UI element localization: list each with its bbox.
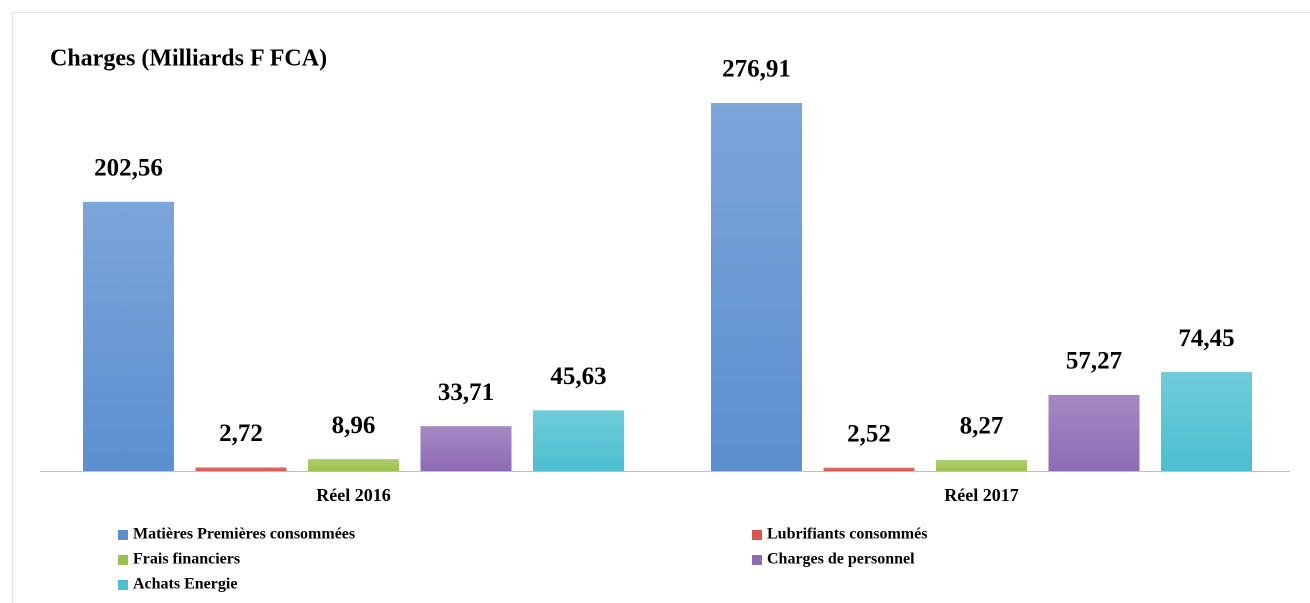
- data-label: 33,71: [438, 379, 494, 406]
- legend-label: Frais financiers: [133, 551, 240, 568]
- data-label: 8,96: [332, 412, 376, 439]
- legend-swatch: [118, 555, 128, 565]
- bar: [195, 467, 287, 471]
- data-label: 2,72: [219, 420, 263, 447]
- chart-title: Charges (Milliards F FCA): [50, 46, 327, 72]
- legend-swatch: [118, 530, 128, 540]
- legend-label: Charges de personnel: [767, 551, 915, 568]
- legend-label: Lubrifiants consommés: [767, 526, 927, 543]
- bar: [1161, 372, 1252, 471]
- bar: [711, 103, 802, 471]
- legend-label: Matières Premières consommées: [133, 526, 355, 543]
- bar: [1048, 394, 1140, 471]
- x-tick-label: Réel 2017: [944, 485, 1018, 505]
- bar: [308, 459, 399, 471]
- legend-swatch: [752, 555, 762, 565]
- x-tick-label: Réel 2016: [316, 485, 390, 505]
- data-label: 57,27: [1066, 348, 1122, 375]
- bar: [823, 467, 915, 471]
- bar: [420, 426, 512, 471]
- data-label: 2,52: [847, 420, 891, 447]
- data-label: 276,91: [722, 56, 791, 83]
- legend-swatch: [752, 530, 762, 540]
- data-label: 202,56: [94, 155, 163, 182]
- data-label: 8,27: [960, 413, 1004, 440]
- data-label: 45,63: [550, 363, 606, 390]
- data-label: 74,45: [1178, 325, 1234, 352]
- legend-swatch: [118, 580, 128, 590]
- bar: [83, 201, 174, 471]
- bar: [936, 460, 1027, 471]
- chart-border: [12, 12, 1310, 603]
- bar: [533, 410, 624, 471]
- legend-label: Achats Energie: [133, 576, 237, 593]
